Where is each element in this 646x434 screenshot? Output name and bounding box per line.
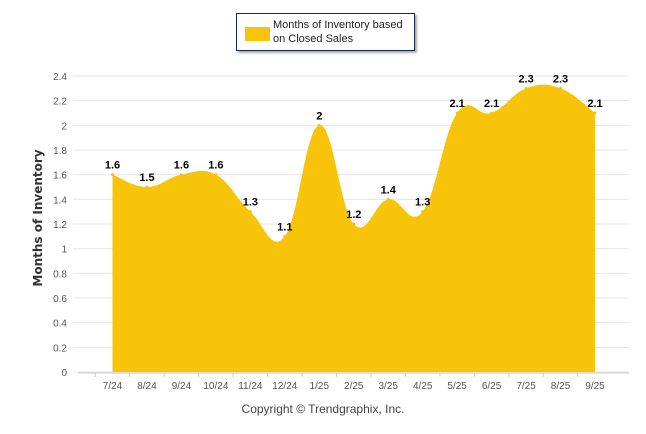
- data-label: 1.6: [105, 160, 120, 172]
- data-label: 2: [316, 110, 322, 122]
- x-tick-label: 8/25: [551, 381, 571, 392]
- x-tick-label: 3/25: [378, 381, 398, 392]
- data-point: [490, 111, 494, 115]
- data-label: 1.1: [277, 221, 292, 233]
- data-label: 2.1: [587, 98, 602, 110]
- data-label: 1.4: [381, 184, 397, 196]
- data-point: [386, 197, 390, 201]
- y-axis-title: Months of Inventory: [31, 149, 45, 286]
- data-label: 1.3: [415, 197, 430, 209]
- data-label: 1.2: [346, 209, 361, 221]
- x-tick-label: 8/24: [137, 381, 157, 392]
- y-tick-label: 1.4: [53, 195, 67, 206]
- y-tick-label: 0.6: [53, 294, 67, 305]
- data-label: 1.6: [174, 160, 189, 172]
- data-point: [214, 173, 218, 177]
- legend-label: Months of Inventory based on Closed Sale…: [273, 19, 403, 45]
- data-point: [455, 111, 459, 115]
- data-point: [317, 123, 321, 127]
- y-tick-label: 2: [61, 121, 67, 132]
- x-tick-label: 6/25: [482, 381, 502, 392]
- data-point: [559, 86, 563, 90]
- data-label: 1.6: [208, 160, 223, 172]
- data-point: [111, 173, 114, 177]
- y-tick-label: 0.8: [53, 269, 67, 280]
- x-tick-label: 10/24: [203, 381, 228, 392]
- data-point: [352, 222, 356, 226]
- y-tick-label: 1: [61, 245, 67, 256]
- x-tick-label: 4/25: [413, 381, 433, 392]
- x-tick-label: 12/24: [272, 381, 297, 392]
- data-point: [593, 111, 597, 115]
- data-point: [179, 173, 183, 177]
- y-tick-label: 0: [61, 368, 67, 379]
- data-point: [248, 210, 252, 214]
- y-tick-label: 1.2: [53, 220, 67, 231]
- x-tick-label: 7/25: [516, 381, 536, 392]
- y-tick-label: 0.2: [53, 343, 67, 354]
- data-label: 2.1: [484, 98, 499, 110]
- x-tick-label: 11/24: [238, 381, 263, 392]
- copyright: Copyright © Trendgraphix, Inc.: [241, 402, 405, 416]
- legend-swatch: [245, 27, 270, 41]
- legend[interactable]: Months of Inventory based on Closed Sale…: [236, 13, 415, 51]
- data-label: 2.3: [518, 73, 533, 85]
- data-point: [145, 185, 149, 189]
- x-tick-label: 1/25: [310, 381, 330, 392]
- x-tick-label: 5/25: [447, 381, 467, 392]
- x-tick-label: 9/24: [172, 381, 192, 392]
- data-label: 2.1: [449, 98, 464, 110]
- y-tick-label: 1.8: [53, 146, 67, 157]
- data-label: 1.5: [139, 172, 154, 184]
- data-point: [421, 210, 425, 214]
- data-point: [283, 234, 287, 238]
- data-label: 2.3: [553, 73, 568, 85]
- y-tick-label: 2.4: [53, 72, 67, 83]
- x-tick-label: 2/25: [344, 381, 364, 392]
- y-tick-label: 1.6: [53, 171, 67, 182]
- y-tick-label: 0.4: [53, 319, 67, 330]
- y-tick-label: 2.2: [53, 97, 67, 108]
- data-point: [524, 86, 528, 90]
- x-tick-label: 7/24: [103, 381, 123, 392]
- series-area: [112, 84, 595, 372]
- data-label: 1.3: [243, 197, 258, 209]
- x-tick-label: 9/25: [585, 381, 605, 392]
